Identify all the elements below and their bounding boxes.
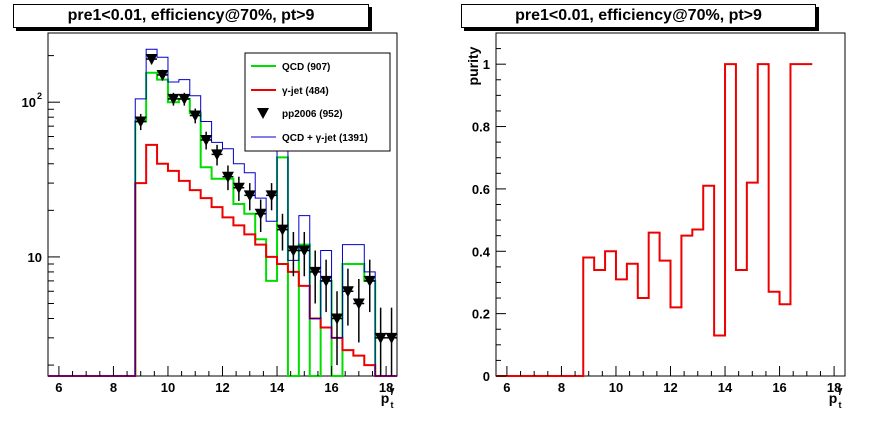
x-tick-label: 12: [663, 380, 677, 395]
x-tick-label: 6: [55, 380, 62, 395]
data-point: [265, 190, 278, 202]
data-point: [178, 93, 191, 105]
legend-label: QCD (907): [282, 62, 330, 73]
legend-label: QCD + γ-jet (1391): [282, 133, 368, 144]
data-point: [385, 332, 398, 344]
legend-label: pp2006 (952): [282, 109, 343, 120]
x-axis-label-sup: γ: [389, 385, 394, 395]
x-tick-label: 8: [110, 380, 117, 395]
data-point: [309, 266, 322, 278]
y-tick-label: 0.4: [472, 244, 491, 259]
x-tick-label: 10: [609, 380, 623, 395]
x-tick-label: 6: [503, 380, 510, 395]
data-point: [341, 286, 354, 298]
data-point: [374, 332, 387, 344]
data-point: [211, 149, 224, 161]
x-tick-label: 14: [270, 380, 285, 395]
y-tick-label-10: 10: [28, 250, 42, 265]
right-chart-title: pre1<0.01, efficiency@70%, pt>9: [461, 4, 816, 28]
legend-marker: [257, 108, 269, 119]
x-tick-label: 12: [215, 380, 229, 395]
left-chart-title: pre1<0.01, efficiency@70%, pt>9: [13, 4, 369, 28]
data-point: [167, 93, 180, 105]
data-point: [298, 245, 311, 257]
data-point: [156, 69, 169, 81]
data-point: [145, 54, 158, 66]
y-tick-label: 0.6: [472, 182, 490, 197]
x-axis-label: p: [381, 390, 390, 406]
x-tick-label: 16: [324, 380, 338, 395]
x-tick-label: 18: [827, 380, 841, 395]
x-axis-label-sup: γ: [837, 385, 842, 395]
data-point: [363, 275, 376, 287]
purity-step: [496, 63, 813, 377]
data-point: [254, 208, 267, 220]
series-step-2: [48, 48, 397, 377]
x-tick-label: 8: [558, 380, 565, 395]
y-tick-label: 1: [483, 57, 490, 72]
x-axis-label: p: [829, 390, 838, 406]
data-point: [189, 110, 202, 122]
y-tick-label-100-exp: 2: [37, 91, 42, 101]
x-tick-label: 18: [379, 380, 393, 395]
y-axis-label: purity: [465, 46, 481, 85]
data-point: [134, 116, 147, 128]
x-axis-label-sub: t: [839, 400, 842, 410]
x-axis-label-sub: t: [391, 400, 394, 410]
y-tick-label: 0.8: [472, 120, 490, 135]
legend-label: γ-jet (484): [282, 86, 329, 97]
y-tick-label-100: 10: [22, 95, 36, 110]
y-tick-label: 0: [483, 369, 490, 384]
series-step-1: [48, 143, 397, 377]
right-plot-frame: [495, 32, 846, 377]
data-point: [221, 171, 234, 183]
legend-box: [244, 52, 391, 152]
x-tick-label: 14: [718, 380, 733, 395]
data-point: [287, 245, 300, 257]
data-point: [232, 182, 245, 194]
data-point: [276, 224, 289, 236]
y-tick-label: 0.2: [472, 307, 490, 322]
data-point: [352, 298, 365, 310]
data-point: [320, 275, 333, 287]
data-point: [243, 190, 256, 202]
x-tick-label: 10: [161, 380, 175, 395]
data-point: [331, 313, 344, 325]
x-tick-label: 16: [772, 380, 786, 395]
data-point: [200, 134, 213, 146]
